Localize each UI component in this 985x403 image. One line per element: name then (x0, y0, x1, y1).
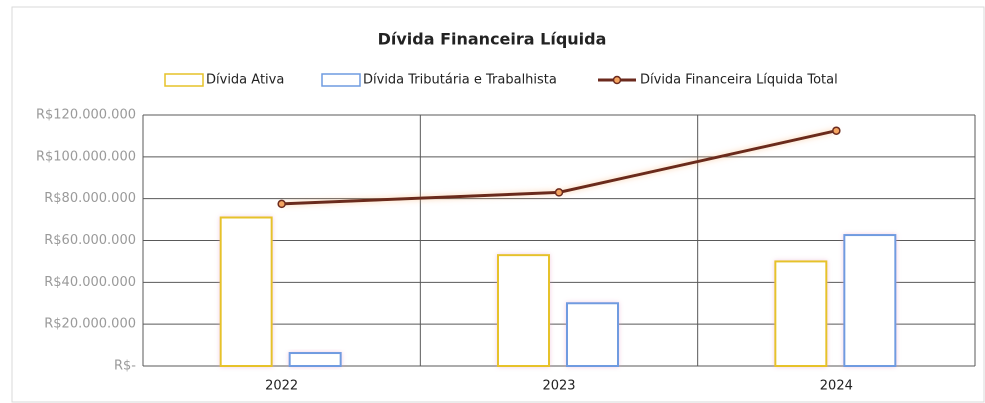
bar (774, 260, 828, 367)
x-tick-label: 2023 (542, 379, 575, 394)
legend-swatch (321, 73, 361, 87)
y-tick-label: R$20.000.000 (44, 317, 136, 332)
line-marker (277, 199, 286, 209)
x-tick-label: 2024 (820, 379, 853, 394)
y-tick-label: R$60.000.000 (44, 233, 136, 248)
y-tick-label: R$- (114, 359, 136, 374)
legend-label: Dívida Tributária e Trabalhista (363, 73, 557, 88)
bar (497, 254, 550, 367)
bar (288, 352, 342, 368)
bar (566, 302, 619, 367)
y-tick-label: R$120.000.000 (36, 108, 136, 123)
line-marker (832, 126, 841, 135)
bar (219, 216, 273, 367)
x-tick-label: 2022 (265, 379, 298, 394)
chart-title: Dívida Financeira Líquida (378, 30, 607, 49)
y-tick-label: R$80.000.000 (44, 191, 136, 206)
legend-label: Dívida Financeira Líquida Total (640, 73, 838, 88)
line-marker (554, 188, 564, 197)
legend-marker (612, 75, 622, 85)
y-tick-label: R$100.000.000 (36, 149, 136, 164)
bar (843, 234, 897, 367)
legend-swatch (164, 73, 204, 87)
y-tick-label: R$40.000.000 (44, 275, 136, 290)
legend-label: Dívida Ativa (206, 73, 284, 88)
